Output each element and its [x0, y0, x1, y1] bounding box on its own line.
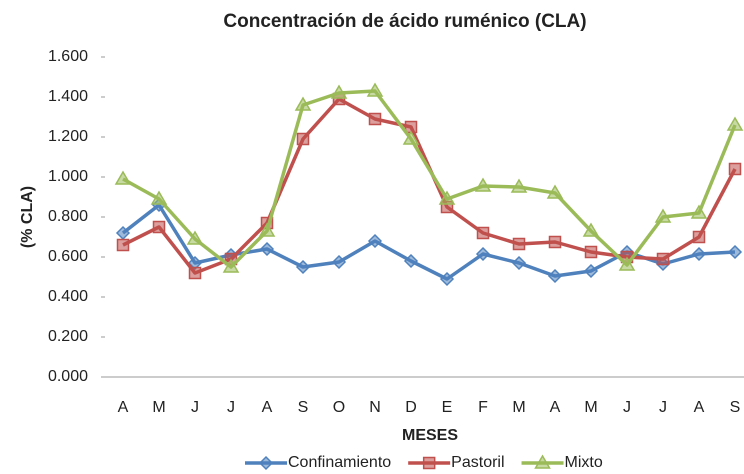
point: [402, 130, 420, 145]
y-axis-title: (% CLA): [19, 186, 36, 248]
point: [366, 82, 384, 97]
point: [546, 184, 564, 199]
y-tick-label: 0.600: [48, 248, 88, 265]
series-line: [122, 89, 737, 269]
y-tick-label: 0.400: [48, 288, 88, 305]
point: [582, 222, 600, 237]
point: [296, 132, 310, 146]
point: [726, 116, 744, 131]
point: [656, 252, 670, 266]
x-tick-label: A: [118, 399, 129, 416]
y-tick-label: 0.800: [48, 208, 88, 225]
y-tick-label: 0.200: [48, 328, 88, 345]
point: [692, 230, 706, 244]
point: [727, 244, 743, 260]
x-axis-title: MESES: [402, 427, 458, 444]
point: [330, 84, 348, 99]
x-tick-label: O: [333, 399, 345, 416]
point: [150, 190, 168, 205]
point: [259, 241, 275, 257]
x-tick-label: A: [694, 399, 705, 416]
point: [547, 268, 563, 284]
point: [258, 222, 276, 237]
y-tick-label: 0.000: [48, 368, 88, 385]
chart-title: Concentración de ácido ruménico (CLA): [223, 11, 586, 32]
point: [188, 266, 202, 280]
point: [474, 177, 492, 192]
legend-label: Confinamiento: [288, 454, 391, 471]
y-tick-label: 1.200: [48, 128, 88, 145]
point: [294, 96, 312, 111]
x-tick-label: A: [550, 399, 561, 416]
point: [295, 259, 311, 275]
x-tick-label: F: [478, 399, 488, 416]
x-tick-label: M: [152, 399, 165, 416]
point: [654, 208, 672, 223]
x-tick-label: J: [623, 399, 631, 416]
legend-marker: [422, 456, 436, 470]
point: [512, 237, 526, 251]
x-tick-label: A: [262, 399, 273, 416]
point: [368, 112, 382, 126]
x-tick-label: D: [405, 399, 417, 416]
point: [438, 190, 456, 205]
y-tick-label: 1.600: [48, 48, 88, 65]
point: [511, 255, 527, 271]
x-tick-label: S: [730, 399, 741, 416]
y-tick-label: 1.400: [48, 88, 88, 105]
point: [548, 235, 562, 249]
point: [367, 233, 383, 249]
point: [152, 220, 166, 234]
x-tick-label: J: [227, 399, 235, 416]
point: [475, 246, 491, 262]
point: [116, 238, 130, 252]
point: [690, 204, 708, 219]
point: [691, 246, 707, 262]
legend-marker: [258, 455, 274, 471]
x-tick-label: J: [659, 399, 667, 416]
point: [186, 230, 204, 245]
point: [510, 178, 528, 193]
x-tick-label: J: [191, 399, 199, 416]
point: [728, 162, 742, 176]
x-tick-label: M: [512, 399, 525, 416]
legend-label: Mixto: [565, 454, 603, 471]
point: [583, 263, 599, 279]
point: [222, 258, 240, 273]
point: [331, 254, 347, 270]
x-tick-label: S: [298, 399, 309, 416]
legend-label: Pastoril: [451, 454, 504, 471]
x-tick-label: M: [584, 399, 597, 416]
point: [403, 253, 419, 269]
legend-marker: [534, 454, 551, 469]
point: [476, 226, 490, 240]
point: [584, 245, 598, 259]
x-tick-label: N: [369, 399, 381, 416]
point: [114, 170, 132, 185]
x-tick-label: E: [442, 399, 453, 416]
point: [439, 271, 455, 287]
point: [618, 256, 636, 271]
y-tick-label: 1.000: [48, 168, 88, 185]
series-line: [122, 97, 737, 275]
